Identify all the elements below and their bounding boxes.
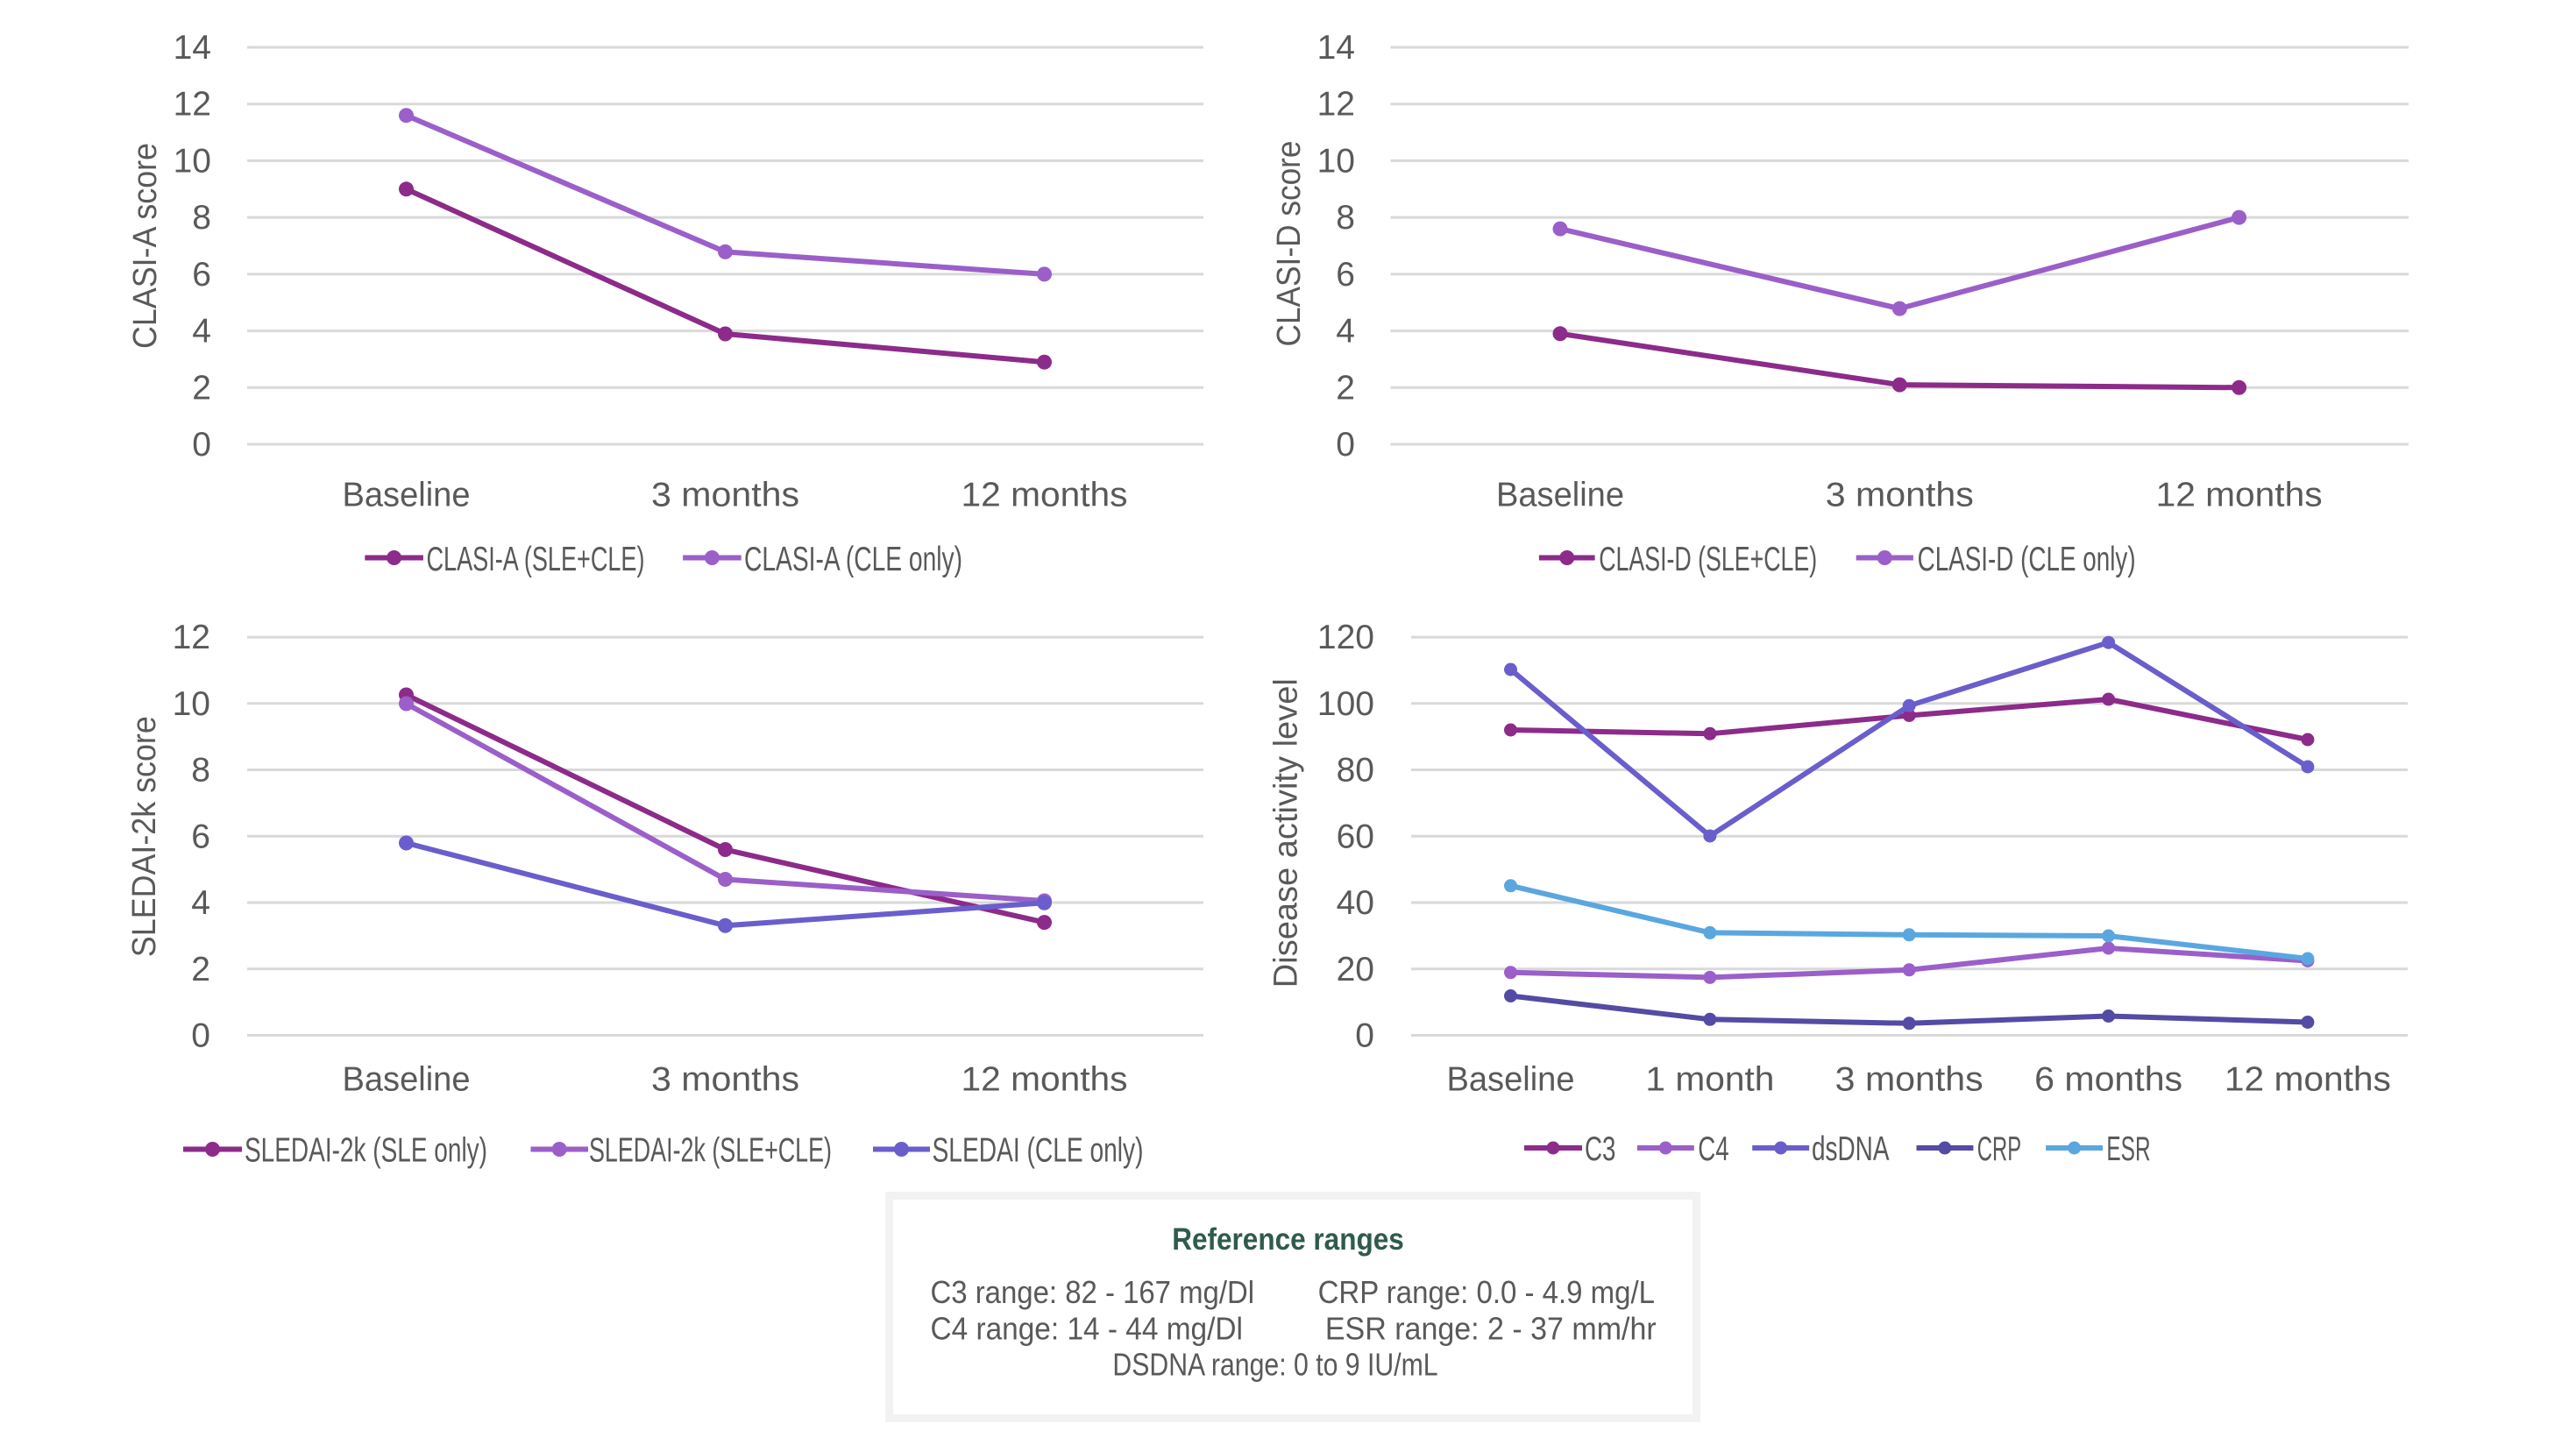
svg-text:14: 14 [1317,29,1355,67]
svg-text:14: 14 [174,29,211,67]
svg-text:6: 6 [191,818,210,855]
svg-text:CLASI-D score: CLASI-D score [1271,141,1308,347]
svg-text:Disease activity level: Disease activity level [1268,678,1305,988]
svg-text:Reference ranges: Reference ranges [1172,1222,1404,1257]
svg-text:4: 4 [1336,313,1355,351]
svg-text:C3: C3 [1585,1130,1615,1168]
svg-text:SLEDAI-2k (SLE+CLE): SLEDAI-2k (SLE+CLE) [589,1132,832,1170]
svg-text:10: 10 [173,685,210,723]
svg-text:12 months: 12 months [962,1061,1128,1099]
svg-text:3 months: 3 months [1826,477,1974,514]
svg-text:C4: C4 [1698,1130,1728,1168]
svg-text:12: 12 [173,619,210,656]
svg-text:C3 range: 82 - 167 mg/Dl: C3 range: 82 - 167 mg/Dl [931,1274,1255,1310]
svg-text:2: 2 [1336,369,1355,407]
svg-text:CLASI-A (CLE only): CLASI-A (CLE only) [744,541,962,578]
svg-text:6: 6 [1336,256,1355,294]
svg-text:ESR: ESR [2106,1130,2150,1168]
svg-text:4: 4 [191,884,210,922]
svg-text:12: 12 [174,86,211,124]
svg-text:8: 8 [192,199,211,237]
svg-text:CLASI-A (SLE+CLE): CLASI-A (SLE+CLE) [427,541,645,578]
svg-text:8: 8 [191,752,210,790]
svg-text:0: 0 [1355,1017,1374,1055]
svg-text:CRP range: 0.0 - 4.9 mg/L: CRP range: 0.0 - 4.9 mg/L [1318,1274,1655,1310]
svg-text:dsDNA: dsDNA [1812,1130,1890,1168]
svg-text:1 month: 1 month [1645,1061,1774,1099]
svg-text:3 months: 3 months [651,1061,799,1099]
svg-text:12: 12 [1317,86,1355,124]
svg-text:Baseline: Baseline [343,1061,471,1099]
svg-text:6: 6 [192,256,211,294]
svg-text:2: 2 [192,369,211,407]
svg-text:CLASI-D (SLE+CLE): CLASI-D (SLE+CLE) [1599,541,1817,578]
svg-text:DSDNA range: 0 to 9 IU/mL: DSDNA range: 0 to 9 IU/mL [1112,1347,1437,1383]
svg-text:CLASI-D (CLE only): CLASI-D (CLE only) [1918,541,2136,578]
svg-text:12 months: 12 months [2225,1061,2391,1099]
svg-text:10: 10 [174,142,211,180]
svg-text:SLEDAI (CLE only): SLEDAI (CLE only) [933,1132,1144,1170]
svg-text:0: 0 [1336,426,1355,464]
svg-text:SLEDAI-2k (SLE only): SLEDAI-2k (SLE only) [245,1132,487,1170]
svg-text:ESR range: 2 - 37 mm/hr: ESR range: 2 - 37 mm/hr [1325,1311,1657,1347]
svg-text:3 months: 3 months [1835,1061,1983,1099]
svg-text:Baseline: Baseline [1447,1061,1575,1099]
svg-text:8: 8 [1336,199,1355,237]
svg-text:Baseline: Baseline [1496,477,1624,514]
svg-text:12 months: 12 months [2156,477,2323,514]
svg-text:100: 100 [1317,685,1374,723]
svg-text:0: 0 [191,1017,210,1055]
svg-text:80: 80 [1337,752,1374,790]
svg-text:10: 10 [1317,142,1355,180]
svg-text:4: 4 [192,313,211,351]
svg-text:SLEDAI-2k score: SLEDAI-2k score [126,716,163,957]
svg-text:60: 60 [1337,818,1374,855]
svg-text:C4 range: 14 - 44 mg/Dl: C4 range: 14 - 44 mg/Dl [931,1311,1243,1347]
svg-text:Baseline: Baseline [343,477,471,514]
svg-text:40: 40 [1337,884,1374,922]
svg-text:2: 2 [191,951,210,988]
svg-text:CLASI-A score: CLASI-A score [127,143,164,349]
svg-text:0: 0 [192,426,211,464]
svg-text:12 months: 12 months [962,477,1128,514]
svg-text:6 months: 6 months [2034,1061,2182,1099]
svg-text:CRP: CRP [1977,1130,2021,1168]
svg-text:120: 120 [1317,619,1374,656]
svg-text:3 months: 3 months [651,477,799,514]
svg-text:20: 20 [1337,951,1374,988]
